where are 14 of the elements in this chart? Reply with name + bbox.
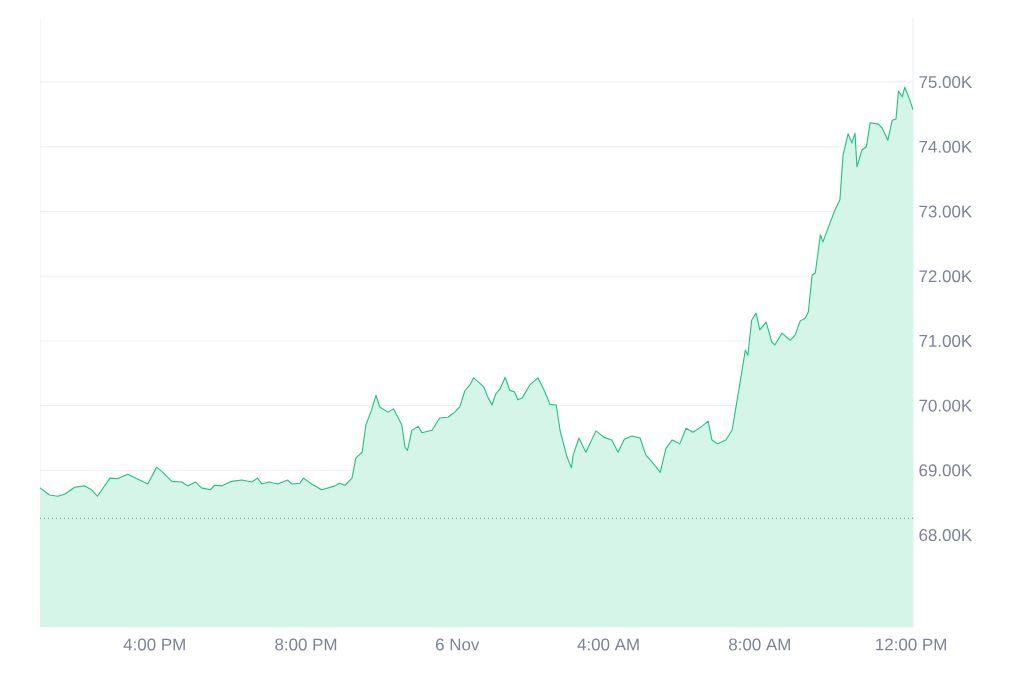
y-tick-label: 71.00K [919,334,973,347]
x-tick-label: 4:00 AM [577,638,639,651]
x-tick-label: 6 Nov [436,638,480,651]
x-tick-label: 8:00 AM [729,638,790,651]
y-tick-label: 75.00K [919,76,973,89]
y-tick-label: 72.00K [919,270,973,283]
y-tick-label: 73.00K [919,205,973,218]
y-tick-label: 68.00K [919,529,973,542]
y-tick-label: 74.00K [919,140,973,153]
y-tick-label: 69.00K [919,464,973,477]
y-tick-label: 70.00K [919,399,973,412]
x-tick-label: 8:00 PM [275,638,337,651]
x-tick-label: 12:00 PM [876,638,946,651]
x-tick-label: 4:00 PM [123,638,185,651]
